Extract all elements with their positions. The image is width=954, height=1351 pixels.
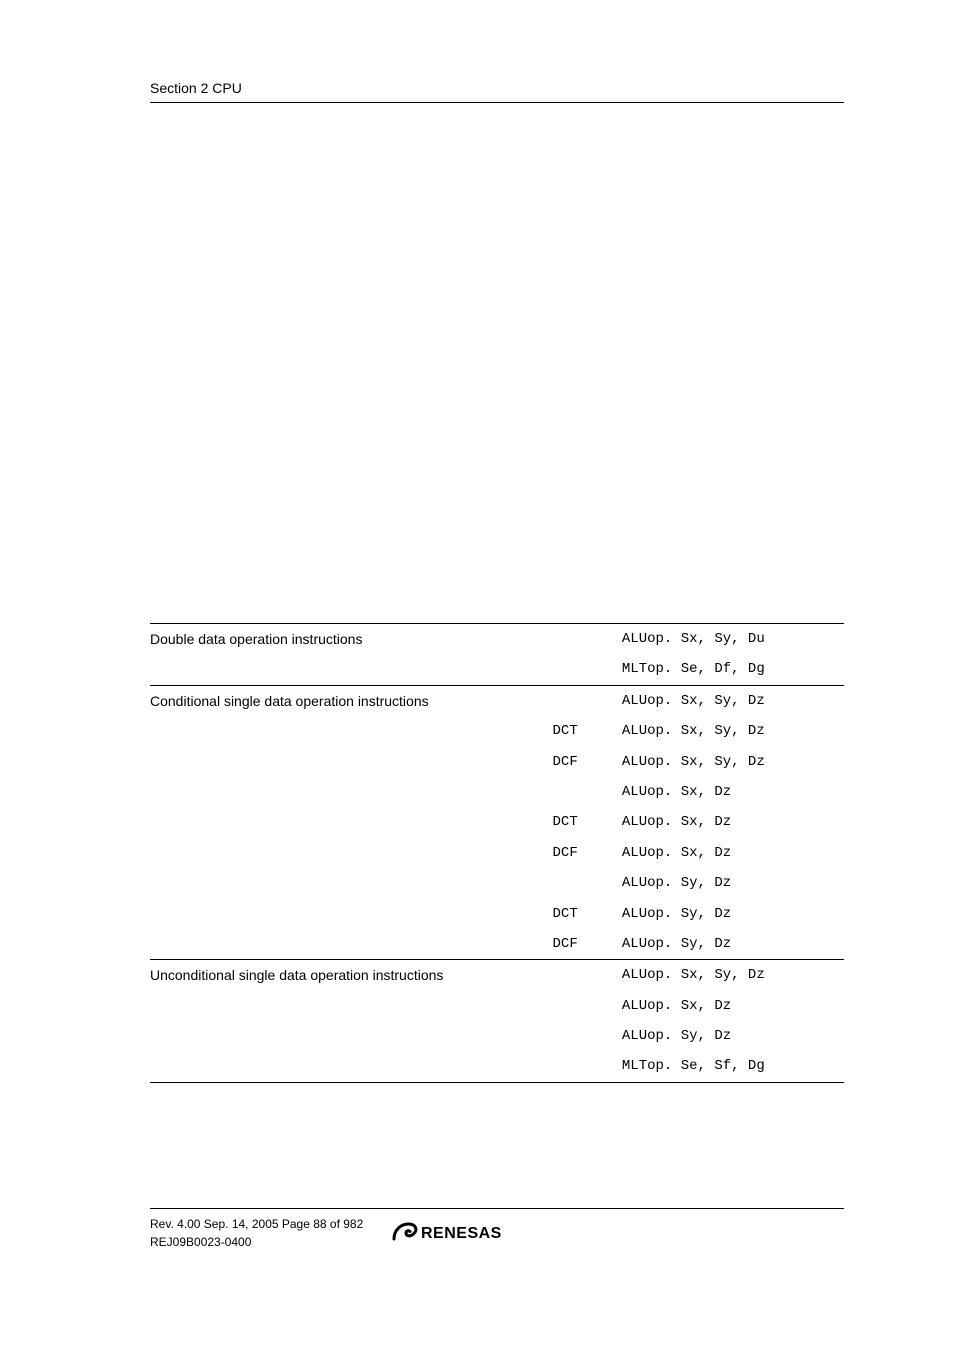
- instruction-code: ALUop. Sx, Sy, Dz: [622, 716, 844, 746]
- instruction-prefix: [553, 960, 622, 991]
- instruction-code: ALUop. Sy, Dz: [622, 868, 844, 898]
- instruction-description: [150, 1051, 553, 1082]
- table-row: DCFALUop. Sx, Sy, Dz: [150, 747, 844, 777]
- table-row: Double data operation instructions ALUop.…: [150, 624, 844, 655]
- table-row: ALUop. Sx, Dz: [150, 777, 844, 807]
- instruction-description: [150, 899, 553, 929]
- instruction-description: [150, 991, 553, 1021]
- instruction-prefix: DCF: [553, 929, 622, 960]
- instruction-description: [150, 716, 553, 746]
- instruction-description: Double data operation instructions: [150, 624, 553, 655]
- footer-doc-id: REJ09B0023-0400: [150, 1233, 363, 1251]
- table-row: Conditional single data operation instru…: [150, 685, 844, 716]
- instruction-table: Double data operation instructions ALUop.…: [150, 623, 844, 1083]
- table-row: ALUop. Sy, Dz: [150, 1021, 844, 1051]
- instruction-code: ALUop. Sy, Dz: [622, 1021, 844, 1051]
- instruction-code: ALUop. Sx, Dz: [622, 777, 844, 807]
- instruction-description: [150, 807, 553, 837]
- table-row: DCFALUop. Sx, Dz: [150, 838, 844, 868]
- instruction-prefix: [553, 991, 622, 1021]
- instruction-description: [150, 654, 553, 685]
- instruction-prefix: [553, 624, 622, 655]
- table-row: ALUop. Sx, Dz: [150, 991, 844, 1021]
- instruction-description: [150, 868, 553, 898]
- table-row: DCFALUop. Sy, Dz: [150, 929, 844, 960]
- table-row: Unconditional single data operation inst…: [150, 960, 844, 991]
- instruction-description: [150, 747, 553, 777]
- instruction-prefix: [553, 654, 622, 685]
- table-row: DCTALUop. Sy, Dz: [150, 899, 844, 929]
- instruction-prefix: DCF: [553, 747, 622, 777]
- renesas-logo-text: RENESAS: [421, 1225, 502, 1242]
- instruction-code: ALUop. Sx, Sy, Dz: [622, 685, 844, 716]
- instruction-prefix: [553, 685, 622, 716]
- instruction-code: ALUop. Sx, Dz: [622, 807, 844, 837]
- instruction-description: [150, 929, 553, 960]
- instruction-prefix: [553, 1021, 622, 1051]
- instruction-prefix: [553, 868, 622, 898]
- instruction-code: ALUop. Sx, Sy, Dz: [622, 960, 844, 991]
- instruction-prefix: DCT: [553, 807, 622, 837]
- renesas-logo-icon: RENESAS: [391, 1219, 541, 1244]
- instruction-description: Conditional single data operation instru…: [150, 685, 553, 716]
- table-row: MLTop. Se, Sf, Dg: [150, 1051, 844, 1082]
- instruction-description: Unconditional single data operation inst…: [150, 960, 553, 991]
- instruction-description: [150, 777, 553, 807]
- instruction-code: ALUop. Sx, Sy, Du: [622, 624, 844, 655]
- table-row: MLTop. Se, Df, Dg: [150, 654, 844, 685]
- instruction-prefix: DCT: [553, 716, 622, 746]
- instruction-code: MLTop. Se, Df, Dg: [622, 654, 844, 685]
- instruction-code: ALUop. Sy, Dz: [622, 899, 844, 929]
- instruction-prefix: DCT: [553, 899, 622, 929]
- instruction-description: [150, 1021, 553, 1051]
- instruction-prefix: [553, 1051, 622, 1082]
- table-row: DCTALUop. Sx, Sy, Dz: [150, 716, 844, 746]
- table-row: ALUop. Sy, Dz: [150, 868, 844, 898]
- section-header: Section 2 CPU: [150, 80, 844, 103]
- instruction-prefix: DCF: [553, 838, 622, 868]
- footer-rev-line: Rev. 4.00 Sep. 14, 2005 Page 88 of 982: [150, 1215, 363, 1233]
- instruction-code: ALUop. Sy, Dz: [622, 929, 844, 960]
- instruction-description: [150, 838, 553, 868]
- instruction-prefix: [553, 777, 622, 807]
- instruction-code: ALUop. Sx, Sy, Dz: [622, 747, 844, 777]
- section-header-text: Section 2 CPU: [150, 80, 242, 96]
- instruction-code: ALUop. Sx, Dz: [622, 991, 844, 1021]
- page-footer: Rev. 4.00 Sep. 14, 2005 Page 88 of 982 R…: [150, 1208, 844, 1251]
- instruction-code: ALUop. Sx, Dz: [622, 838, 844, 868]
- table-row: DCTALUop. Sx, Dz: [150, 807, 844, 837]
- instruction-code: MLTop. Se, Sf, Dg: [622, 1051, 844, 1082]
